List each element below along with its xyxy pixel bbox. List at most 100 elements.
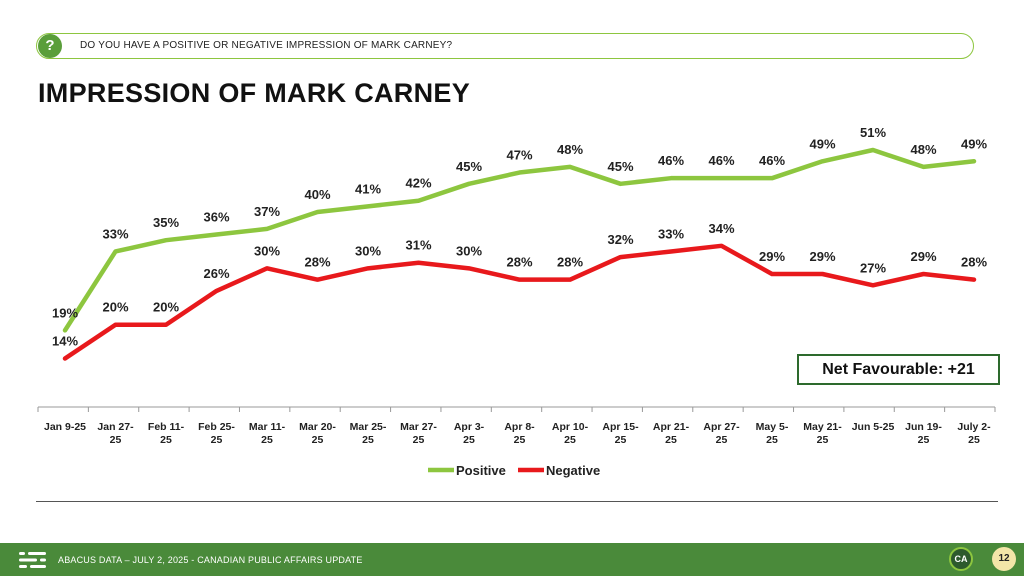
negative-point bbox=[922, 272, 925, 276]
positive-point bbox=[63, 328, 67, 332]
positive-point bbox=[366, 204, 370, 208]
positive-legend-label: Positive bbox=[456, 463, 506, 478]
positive-point bbox=[417, 199, 420, 203]
positive-point bbox=[821, 159, 824, 163]
x-tick-label: 25 bbox=[918, 434, 930, 446]
positive-point bbox=[265, 227, 269, 231]
negative-point bbox=[164, 323, 168, 327]
positive-data-label: 46% bbox=[658, 153, 684, 168]
negative-data-label: 28% bbox=[304, 255, 330, 270]
x-tick-label: 25 bbox=[110, 434, 122, 446]
ca-logo: CA bbox=[949, 547, 973, 571]
x-tick-label: 25 bbox=[312, 434, 324, 446]
positive-data-label: 41% bbox=[355, 181, 381, 196]
negative-data-label: 30% bbox=[355, 243, 381, 258]
positive-data-label: 36% bbox=[203, 210, 229, 225]
x-tick-label: 25 bbox=[716, 434, 728, 446]
negative-data-label: 29% bbox=[759, 249, 785, 264]
positive-data-label: 47% bbox=[506, 148, 532, 163]
x-tick-label: Apr 27- bbox=[703, 421, 740, 433]
footer-bar bbox=[0, 543, 1024, 576]
positive-point bbox=[871, 148, 875, 152]
page-title: IMPRESSION OF MARK CARNEY bbox=[38, 78, 471, 108]
positive-point bbox=[114, 249, 117, 253]
positive-point bbox=[316, 210, 319, 214]
x-tick-label: Jan 27- bbox=[97, 421, 134, 433]
x-tick-label: 25 bbox=[514, 434, 526, 446]
negative-point bbox=[972, 278, 976, 282]
negative-data-label: 29% bbox=[910, 249, 936, 264]
divider bbox=[36, 501, 998, 502]
negative-data-label: 28% bbox=[557, 255, 583, 270]
negative-point bbox=[215, 289, 218, 293]
negative-point bbox=[720, 244, 723, 248]
x-tick-label: 25 bbox=[413, 434, 425, 446]
negative-point bbox=[669, 249, 673, 253]
negative-data-label: 28% bbox=[961, 255, 987, 270]
x-tick-label: July 2- bbox=[957, 421, 991, 433]
positive-point bbox=[922, 165, 925, 169]
positive-data-label: 46% bbox=[759, 153, 785, 168]
negative-data-label: 27% bbox=[860, 260, 886, 275]
negative-point bbox=[366, 266, 370, 270]
x-tick-label: 25 bbox=[615, 434, 627, 446]
negative-point bbox=[568, 278, 572, 282]
negative-point bbox=[417, 261, 420, 265]
x-tick-label: 25 bbox=[817, 434, 829, 446]
negative-point bbox=[63, 357, 67, 361]
question-banner bbox=[36, 33, 974, 59]
positive-data-label: 48% bbox=[557, 142, 583, 157]
positive-data-label: 51% bbox=[860, 125, 886, 140]
footer-text: ABACUS DATA – JULY 2, 2025 - CANADIAN PU… bbox=[58, 555, 363, 565]
x-tick-label: 25 bbox=[766, 434, 778, 446]
x-tick-label: Mar 11- bbox=[249, 421, 286, 433]
negative-point bbox=[114, 323, 117, 327]
negative-data-label: 26% bbox=[203, 266, 229, 281]
x-tick-label: 25 bbox=[463, 434, 475, 446]
positive-point bbox=[215, 233, 218, 237]
positive-data-label: 48% bbox=[910, 142, 936, 157]
positive-point bbox=[568, 165, 572, 169]
positive-data-label: 46% bbox=[708, 153, 734, 168]
positive-point bbox=[770, 176, 774, 180]
x-tick-label: Jan 9-25 bbox=[44, 421, 86, 433]
negative-data-label: 20% bbox=[102, 300, 128, 315]
positive-data-label: 19% bbox=[52, 305, 78, 320]
x-tick-label: 25 bbox=[665, 434, 677, 446]
x-tick-label: 25 bbox=[261, 434, 273, 446]
x-tick-label: Apr 3- bbox=[454, 421, 485, 433]
negative-point bbox=[518, 278, 521, 282]
x-tick-label: Mar 27- bbox=[400, 421, 437, 433]
x-tick-label: Apr 21- bbox=[653, 421, 690, 433]
x-tick-label: Jun 5-25 bbox=[852, 421, 895, 433]
x-tick-label: Mar 25- bbox=[350, 421, 387, 433]
x-tick-label: May 5- bbox=[756, 421, 789, 433]
negative-data-label: 30% bbox=[254, 243, 280, 258]
positive-point bbox=[467, 182, 471, 186]
x-tick-label: Mar 20- bbox=[299, 421, 336, 433]
positive-data-label: 49% bbox=[961, 136, 987, 151]
x-tick-label: 25 bbox=[211, 434, 223, 446]
negative-data-label: 33% bbox=[658, 226, 684, 241]
question-text: DO YOU HAVE A POSITIVE OR NEGATIVE IMPRE… bbox=[80, 40, 453, 51]
positive-point bbox=[518, 171, 521, 175]
x-tick-label: 25 bbox=[564, 434, 576, 446]
x-tick-label: Feb 25- bbox=[198, 421, 235, 433]
negative-point bbox=[770, 272, 774, 276]
x-tick-label: 25 bbox=[968, 434, 980, 446]
positive-data-label: 45% bbox=[607, 159, 633, 174]
x-tick-label: Apr 8- bbox=[504, 421, 535, 433]
positive-data-label: 45% bbox=[456, 159, 482, 174]
negative-point bbox=[316, 278, 319, 282]
x-tick-label: May 21- bbox=[803, 421, 842, 433]
positive-data-label: 35% bbox=[153, 215, 179, 230]
negative-data-label: 20% bbox=[153, 300, 179, 315]
x-tick-label: Feb 11- bbox=[148, 421, 185, 433]
negative-data-label: 32% bbox=[607, 232, 633, 247]
positive-point bbox=[164, 238, 168, 242]
negative-point bbox=[871, 283, 875, 287]
x-tick-label: 25 bbox=[362, 434, 374, 446]
negative-point bbox=[619, 255, 622, 259]
positive-data-label: 42% bbox=[405, 176, 431, 191]
